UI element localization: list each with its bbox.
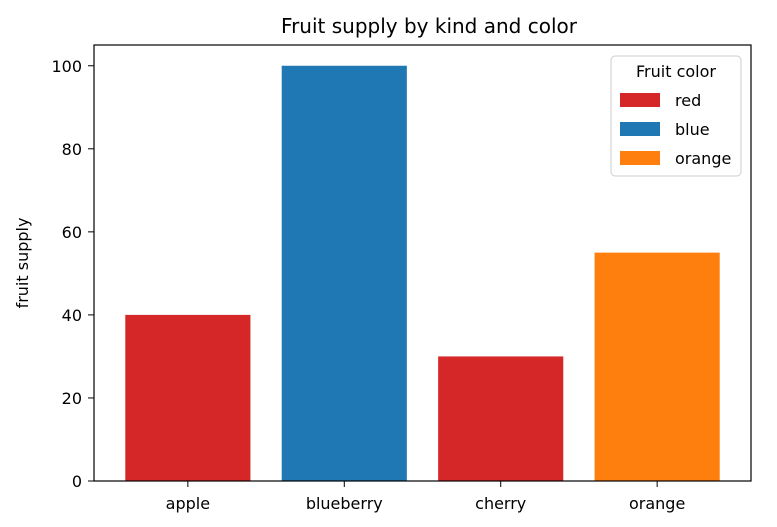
x-tick-label: cherry [475,494,526,513]
legend-swatch-red [620,93,660,107]
x-tick-label: orange [629,494,685,513]
legend: Fruit color red blue orange [610,55,742,177]
legend-swatch-blue [620,122,660,136]
legend-label-orange: orange [675,149,731,168]
x-tick-label: apple [166,494,210,513]
y-tick-label: 0 [72,472,82,491]
y-tick-label: 80 [62,140,82,159]
axes-layer: apple blueberry cherry orange 0 20 40 60 80 100 [51,44,752,513]
y-axis-label: fruit supply [13,218,32,309]
x-tick-label: blueberry [306,494,383,513]
bar-orange [594,252,720,481]
bar-cherry [438,356,564,481]
chart-title: Fruit supply by kind and color [281,14,578,38]
bars-layer [125,65,720,481]
legend-title: Fruit color [636,62,716,81]
y-tick-label: 20 [62,389,82,408]
plot-frame [93,44,752,482]
legend-label-blue: blue [675,120,710,139]
bar-blueberry [281,65,407,481]
legend-frame [610,55,742,177]
legend-swatch-orange [620,151,660,165]
y-tick-label: 40 [62,306,82,325]
y-tick-label: 60 [62,223,82,242]
bar-apple [125,314,251,481]
y-tick-label: 100 [51,57,82,76]
legend-label-red: red [675,91,701,110]
